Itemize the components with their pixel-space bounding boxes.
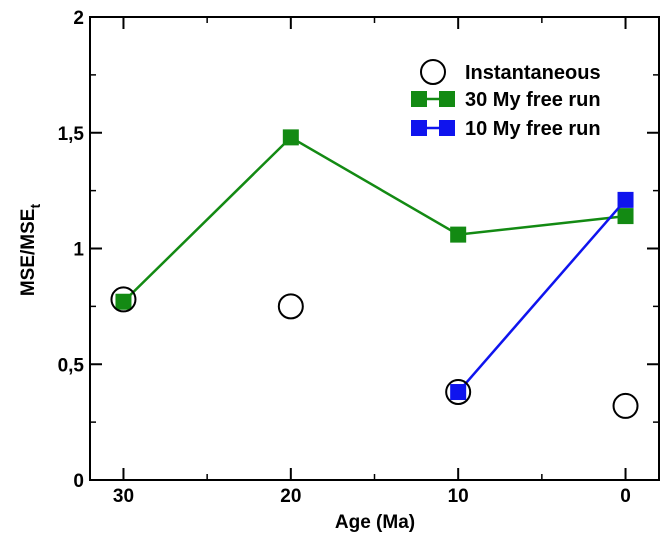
legend-item: Instantaneous — [420, 59, 601, 85]
legend-item: 10 My free run — [411, 118, 601, 140]
y-tick-label: 0 — [73, 471, 84, 492]
y-axis-title-subscript: t — [27, 204, 43, 209]
x-axis: 30 20 10 0 — [113, 17, 631, 507]
data-point-circle — [612, 392, 639, 419]
data-point-circle — [110, 286, 137, 313]
x-tick-label: 10 — [448, 486, 469, 507]
series-1 — [115, 129, 634, 310]
legend-symbol-circle — [420, 59, 446, 85]
legend-square — [411, 120, 427, 136]
legend-square — [439, 120, 455, 136]
y-tick-label: 0,5 — [58, 355, 85, 376]
y-tick-label: 1,5 — [58, 124, 85, 145]
series-layer — [110, 129, 639, 419]
plot-border — [89, 16, 660, 481]
data-point-square — [450, 226, 467, 243]
data-point-square — [282, 129, 299, 146]
legend-label: Instantaneous — [465, 62, 601, 84]
series-line — [122, 135, 626, 303]
x-tick-label: 0 — [620, 486, 631, 507]
x-tick-label: 20 — [280, 486, 301, 507]
y-axis: 0 0,5 1 1,5 2 — [58, 8, 659, 492]
series-0 — [110, 286, 639, 419]
legend-label: 10 My free run — [465, 118, 601, 140]
y-axis-title-main: MSE/MSE — [18, 209, 39, 297]
y-axis-title: MSE/MSEt — [18, 204, 43, 297]
data-point-square — [617, 191, 634, 208]
x-tick-label: 30 — [113, 486, 134, 507]
data-point-square — [617, 208, 634, 225]
y-tick-label: 2 — [73, 8, 84, 29]
legend-item: 30 My free run — [411, 89, 601, 111]
legend-label: 30 My free run — [465, 89, 601, 111]
data-point-circle — [445, 379, 472, 406]
x-axis-title: Age (Ma) — [335, 512, 415, 533]
data-point-circle — [277, 293, 304, 320]
data-point-square — [115, 293, 132, 310]
legend-square — [439, 91, 455, 107]
legend-square — [411, 91, 427, 107]
plot-frame — [89, 16, 660, 481]
data-point-square — [450, 384, 467, 401]
y-tick-label: 1 — [73, 240, 84, 261]
series-2 — [450, 191, 634, 401]
series-line — [457, 199, 627, 393]
legend: Instantaneous 30 My free run 10 My free ru… — [411, 59, 601, 140]
